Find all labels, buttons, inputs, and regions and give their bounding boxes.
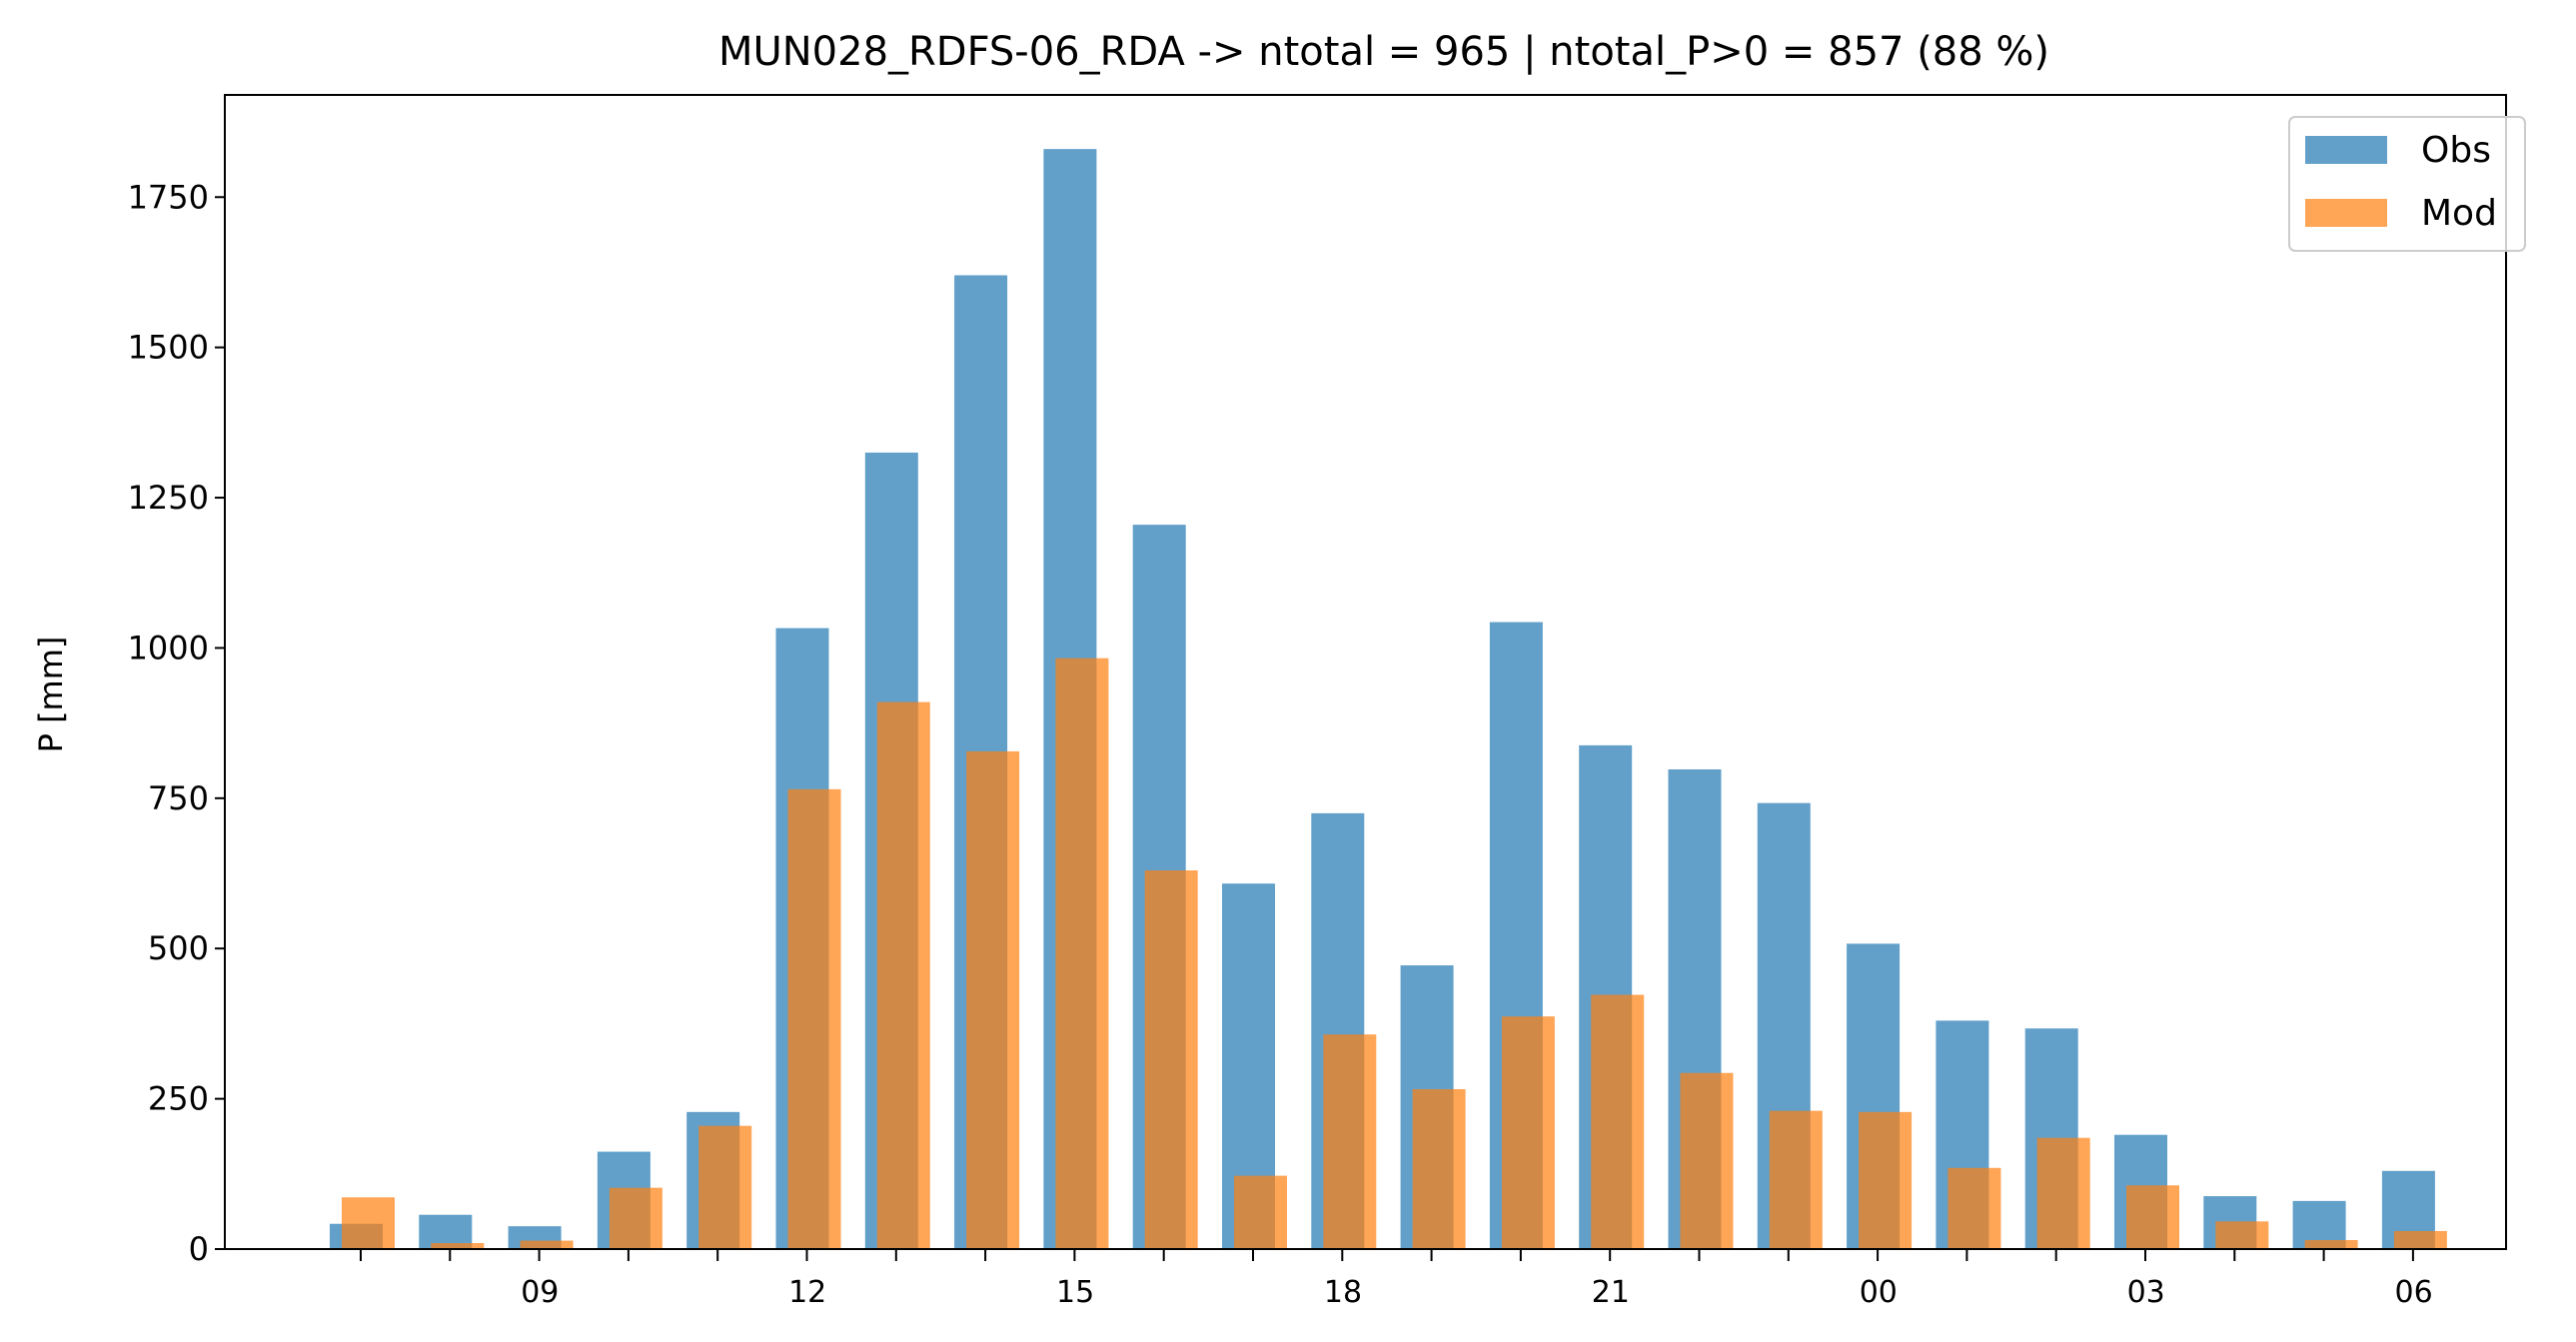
x-tick-label: 12 [788,1275,826,1310]
mod-bar [1412,1088,1466,1249]
mod-bar [2393,1230,2447,1249]
mod-bar [1144,870,1198,1249]
mod-bar [609,1187,662,1249]
mod-bar [1501,1016,1555,1249]
legend-swatch [2305,136,2387,164]
obs-bars [330,149,2435,1249]
mod-bar [1234,1175,1287,1249]
mod-bar [1769,1110,1823,1249]
y-tick-label: 1000 [128,629,209,667]
x-tick-label: 15 [1056,1275,1094,1310]
chart-title: MUN028_RDFS-06_RDA -> ntotal = 965 | nto… [718,29,2049,75]
legend-swatch [2305,199,2387,227]
mod-bar [2304,1239,2358,1249]
mod-bars [342,658,2447,1249]
plot-area-frame [224,94,2507,1250]
mod-bar [966,750,1020,1249]
mod-bar [1859,1111,1913,1249]
mod-bar [2215,1221,2269,1249]
mod-bar [876,701,930,1249]
legend-label: Mod [2421,193,2497,234]
legend: Obs Mod [2288,116,2526,252]
x-tick-label: 18 [1324,1275,1362,1310]
mod-bar [698,1125,752,1249]
y-tick-label: 750 [148,779,209,817]
mod-bar [2126,1185,2179,1249]
mod-bar [2036,1137,2090,1249]
y-axis-label: P [mm] [32,637,70,753]
y-tick-label: 1500 [128,329,209,367]
mod-bar [342,1197,395,1249]
mod-bar [1323,1034,1377,1249]
x-tick-label: 00 [1860,1275,1898,1310]
y-axis-ticks: 0 250 500 750 1000 1250 1500 1750 [128,178,225,1268]
x-axis-ticks: 09 12 15 18 21 00 03 06 [360,1249,2433,1310]
y-tick-label: 250 [148,1080,209,1118]
mod-bar [1680,1072,1734,1249]
y-tick-label: 1250 [128,479,209,517]
mod-bar [1947,1167,2001,1249]
x-tick-label: 06 [2395,1275,2433,1310]
y-tick-label: 0 [189,1230,209,1268]
mod-bar [1055,658,1109,1249]
mod-bar [431,1242,485,1249]
y-tick-label: 500 [148,929,209,967]
x-tick-label: 03 [2127,1275,2165,1310]
x-tick-label: 09 [521,1275,559,1310]
mod-bar [520,1240,574,1249]
x-tick-label: 21 [1592,1275,1630,1310]
mod-bar [1591,994,1645,1249]
mod-bar [787,788,841,1249]
legend-label: Obs [2421,130,2491,171]
y-tick-label: 1750 [128,178,209,216]
